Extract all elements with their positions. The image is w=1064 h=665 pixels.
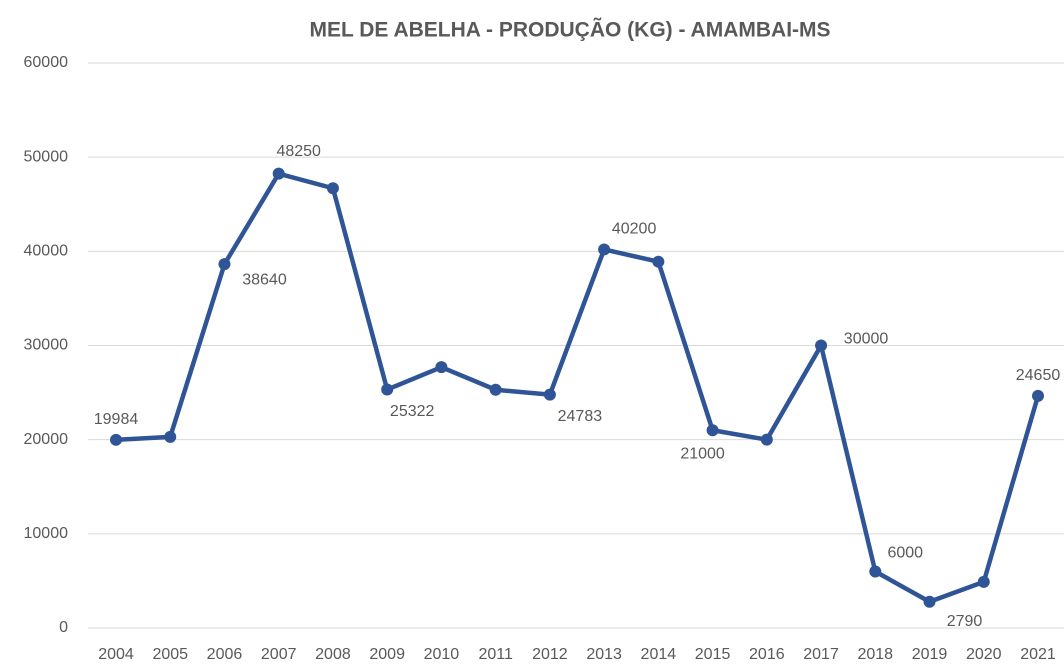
point (543, 388, 556, 401)
point (489, 383, 502, 396)
data-label: 30000 (844, 331, 889, 348)
data-label: 40200 (612, 221, 657, 238)
point (218, 258, 231, 271)
x-tick-label: 2016 (749, 646, 785, 663)
point (977, 575, 990, 588)
x-tick-label: 2021 (1020, 646, 1056, 663)
x-tick-label: 2013 (586, 646, 622, 663)
chart-title: MEL DE ABELHA - PRODUÇÃO (KG) - AMAMBAI-… (309, 19, 830, 42)
y-tick-label: 10000 (24, 525, 69, 542)
point (869, 565, 882, 578)
x-tick-label: 2007 (261, 646, 297, 663)
x-tick-label: 2018 (857, 646, 893, 663)
x-tick-label: 2014 (641, 646, 677, 663)
point (326, 182, 339, 195)
point (110, 433, 122, 446)
y-tick-label: 60000 (24, 54, 69, 71)
point (706, 424, 719, 437)
data-label: 19984 (94, 411, 139, 428)
x-tick-label: 2005 (152, 646, 188, 663)
x-tick-label: 2017 (803, 646, 839, 663)
data-label: 24783 (558, 408, 603, 425)
data-label: 38640 (242, 271, 287, 288)
point (1032, 389, 1044, 402)
line (115, 171, 1041, 604)
y-tick-label: 30000 (24, 337, 69, 354)
x-tick-label: 2010 (424, 646, 460, 663)
data-label: 24650 (1016, 367, 1061, 384)
point (164, 430, 177, 443)
point (598, 243, 611, 256)
data-label: 6000 (887, 545, 923, 562)
x-tick-label: 2004 (98, 646, 134, 663)
point (923, 595, 936, 608)
point (815, 339, 828, 352)
y-tick-label: 50000 (24, 148, 69, 165)
point (435, 361, 448, 374)
x-tick-label: 2015 (695, 646, 731, 663)
point (381, 383, 394, 396)
y-tick-label: 20000 (24, 431, 69, 448)
data-label: 21000 (680, 445, 725, 462)
x-tick-label: 2006 (207, 646, 243, 663)
y-tick-label: 40000 (24, 243, 69, 260)
y-tick-label: 0 (59, 619, 68, 636)
x-tick-label: 2012 (532, 646, 568, 663)
x-tick-label: 2009 (369, 646, 405, 663)
x-tick-label: 2011 (478, 646, 513, 663)
data-label: 48250 (276, 143, 321, 160)
point (760, 433, 773, 446)
x-tick-label: 2020 (966, 646, 1002, 663)
point (652, 255, 665, 268)
x-tick-label: 2019 (912, 646, 948, 663)
point (272, 167, 285, 180)
x-tick-label: 2008 (315, 646, 351, 663)
data-label: 25322 (390, 403, 435, 420)
data-label: 2790 (947, 613, 983, 630)
